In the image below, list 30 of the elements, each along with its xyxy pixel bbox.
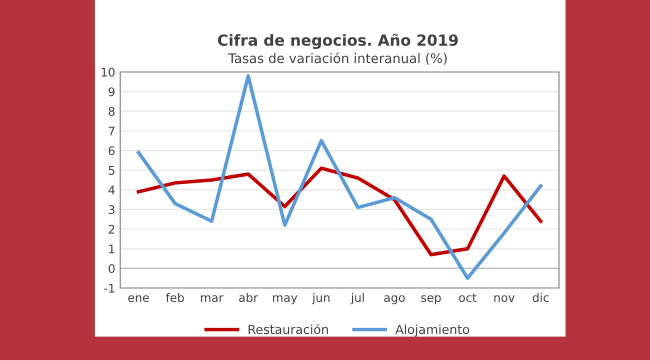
y-tick-label: 6	[108, 146, 115, 156]
y-tick-label: 4	[108, 186, 115, 194]
legend-label: Restauración	[248, 324, 328, 334]
x-tick-label: nov	[494, 295, 515, 302]
y-tick-label: 5	[108, 166, 114, 175]
line-series	[136, 74, 542, 280]
y-tick-label: 9	[108, 87, 115, 96]
legend-label: Alojamiento	[395, 324, 470, 337]
chart-subtitle: Tasas de variación interanual (%)	[228, 52, 447, 65]
x-tick-label: feb	[166, 292, 184, 302]
x-tick-label: dic	[532, 292, 549, 302]
x-tick-label: sep	[421, 295, 441, 304]
y-tick-label: 8	[108, 106, 115, 116]
x-tick-label: mar	[200, 295, 224, 302]
x-tick-label: ago	[384, 295, 405, 304]
x-tick-label: jul	[350, 292, 364, 304]
y-tick-label: -1	[104, 284, 114, 292]
x-tick-label: oct	[459, 294, 476, 302]
x-tick-label: abr	[239, 292, 258, 302]
x-tick-label: ene	[128, 295, 149, 302]
y-tick-label: 7	[108, 126, 114, 136]
y-tick-label: 2	[108, 224, 114, 234]
chart-title: Cifra de negocios. Año 2019	[218, 34, 458, 49]
y-tick-label: 10	[102, 68, 115, 77]
y-tick-label: 1	[109, 244, 114, 254]
x-tick-label: jun	[312, 292, 330, 304]
x-tick-label: may	[272, 295, 298, 304]
y-tick-label: 3	[108, 205, 114, 214]
y-tick-label: 0	[108, 264, 115, 274]
line-series	[136, 166, 542, 256]
